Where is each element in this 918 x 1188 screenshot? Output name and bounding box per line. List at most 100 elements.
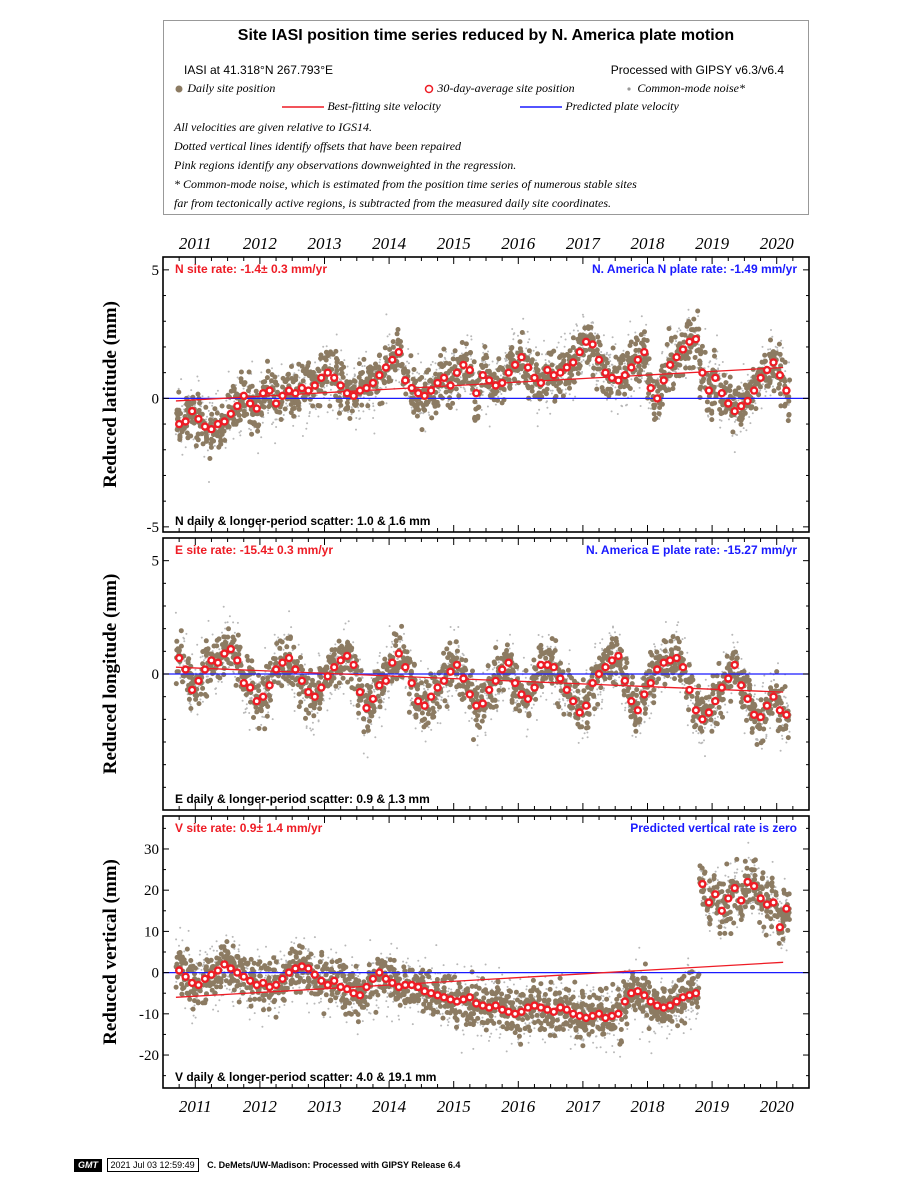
avg-30day-point-center xyxy=(506,370,511,375)
daily-point xyxy=(290,682,296,688)
daily-point xyxy=(279,683,285,689)
common-mode-point xyxy=(514,701,517,704)
common-mode-point xyxy=(311,721,314,724)
common-mode-point xyxy=(372,417,375,419)
daily-point xyxy=(501,386,507,392)
daily-point xyxy=(697,386,703,392)
common-mode-point xyxy=(715,357,718,360)
daily-point xyxy=(722,409,728,415)
daily-point xyxy=(475,415,481,421)
daily-point xyxy=(509,345,515,350)
common-mode-point xyxy=(446,690,449,693)
daily-point xyxy=(291,413,297,419)
common-mode-point xyxy=(304,382,307,385)
daily-point xyxy=(450,356,456,362)
common-mode-point xyxy=(711,721,714,724)
common-mode-point xyxy=(357,357,360,360)
daily-point xyxy=(262,379,268,385)
common-mode-point xyxy=(350,413,353,416)
daily-point xyxy=(736,416,742,422)
common-mode-point xyxy=(585,669,588,672)
common-mode-point xyxy=(337,687,340,690)
common-mode-point xyxy=(292,424,295,427)
common-mode-point xyxy=(597,693,600,696)
daily-point xyxy=(664,342,670,347)
daily-point xyxy=(305,675,311,681)
common-mode-point xyxy=(550,392,553,395)
legend-avg-label: 30-day-average site position xyxy=(437,81,575,95)
daily-point xyxy=(399,361,405,367)
daily-point xyxy=(260,676,266,681)
avg-30day-point-center xyxy=(745,399,750,403)
daily-point xyxy=(782,359,788,365)
common-mode-point xyxy=(674,343,677,346)
common-mode-point xyxy=(536,425,539,428)
common-mode-point xyxy=(423,687,426,690)
daily-point xyxy=(241,408,247,414)
common-mode-point xyxy=(594,642,597,645)
common-mode-point xyxy=(188,702,191,705)
daily-point xyxy=(208,436,214,442)
daily-point xyxy=(177,437,183,442)
common-mode-point xyxy=(577,741,580,744)
common-mode-point xyxy=(357,406,360,409)
common-mode-point xyxy=(564,338,567,341)
common-mode-point xyxy=(559,686,562,689)
common-mode-point xyxy=(329,357,332,359)
common-mode-point xyxy=(581,719,584,722)
daily-point xyxy=(289,675,295,681)
daily-point xyxy=(205,646,211,652)
common-mode-point xyxy=(263,716,266,719)
common-mode-point xyxy=(601,647,604,650)
common-mode-point xyxy=(470,717,473,720)
common-mode-point xyxy=(407,348,410,350)
common-mode-point xyxy=(713,726,716,729)
common-mode-point xyxy=(334,689,337,691)
daily-point xyxy=(525,383,531,389)
common-mode-point xyxy=(771,335,774,338)
common-mode-point xyxy=(570,689,573,691)
common-mode-point xyxy=(595,383,598,386)
common-mode-point xyxy=(236,621,239,624)
daily-point xyxy=(327,403,333,409)
common-mode-point xyxy=(674,371,677,373)
common-mode-point xyxy=(211,404,214,407)
common-mode-point xyxy=(206,675,209,678)
common-mode-point xyxy=(763,674,766,677)
daily-point xyxy=(768,337,773,343)
avg-30day-point-center xyxy=(674,355,679,360)
daily-point xyxy=(200,661,206,667)
daily-point xyxy=(720,398,726,404)
common-mode-point xyxy=(497,699,500,702)
common-mode-point xyxy=(717,368,720,371)
common-mode-point xyxy=(692,731,695,734)
common-mode-point xyxy=(376,707,379,710)
common-mode-point xyxy=(427,383,430,386)
legend-box: Site IASI position time series reduced b… xyxy=(163,20,809,215)
daily-point xyxy=(256,688,262,694)
daily-point xyxy=(341,647,347,652)
common-mode-point xyxy=(293,710,296,712)
common-mode-point xyxy=(242,711,245,714)
daily-point xyxy=(195,437,201,443)
common-mode-point xyxy=(241,699,244,702)
common-mode-point xyxy=(179,676,182,679)
common-mode-point xyxy=(329,394,332,396)
daily-point xyxy=(272,656,278,662)
common-mode-point xyxy=(774,345,777,348)
common-mode-point xyxy=(422,684,425,687)
common-mode-point xyxy=(724,703,727,706)
avg-30day-point-center xyxy=(668,363,672,367)
daily-point xyxy=(190,414,196,420)
avg-30day-point-center xyxy=(519,355,524,360)
common-mode-point xyxy=(439,722,442,725)
common-mode-point xyxy=(344,622,347,625)
common-mode-point xyxy=(569,332,572,335)
common-mode-point xyxy=(353,367,356,370)
common-mode-point xyxy=(260,436,263,439)
common-mode-point xyxy=(373,370,376,373)
common-mode-point xyxy=(180,378,183,381)
common-mode-point xyxy=(318,654,321,657)
common-mode-point xyxy=(464,711,467,714)
avg-30day-point-center xyxy=(377,373,382,378)
